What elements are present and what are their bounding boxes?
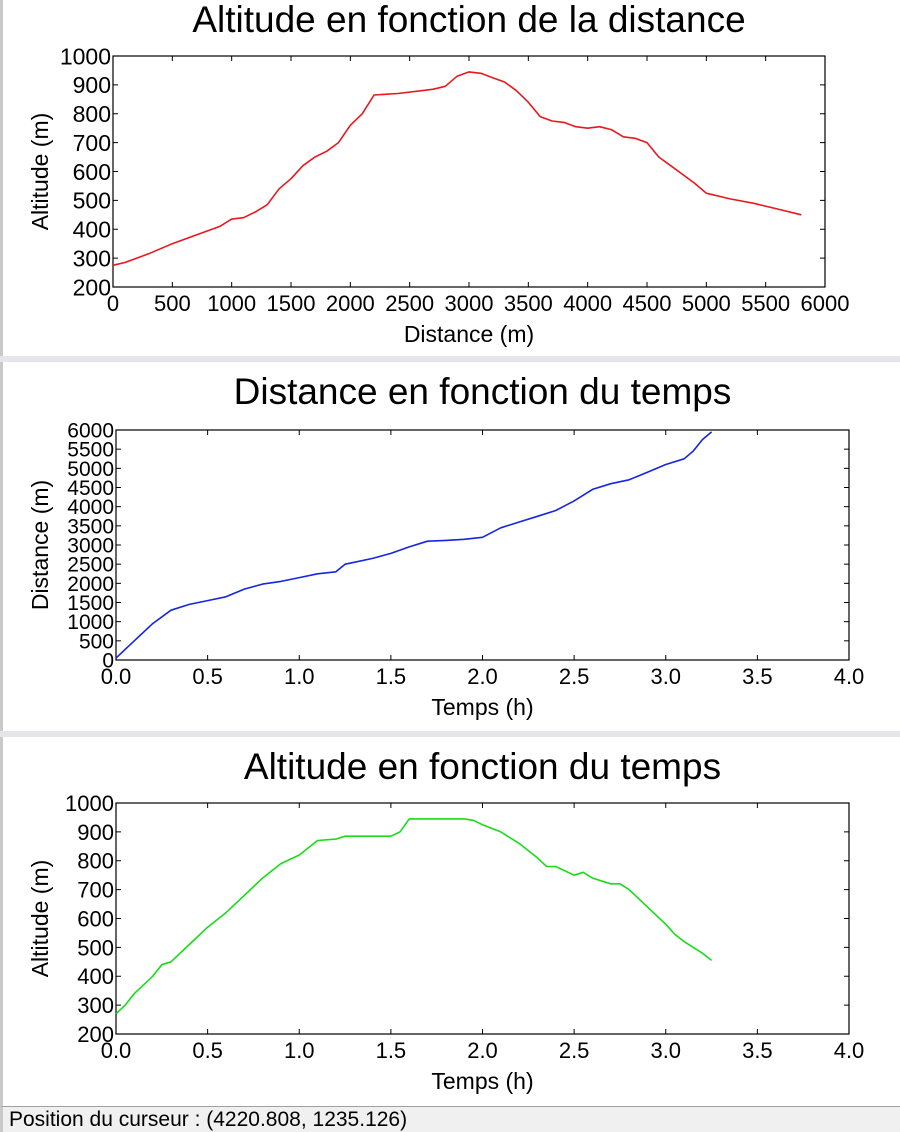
y-tick-label: 4500 (67, 477, 114, 500)
x-tick-label: 2500 (385, 291, 434, 316)
x-tick-label: 3.0 (650, 1038, 681, 1063)
altitude-time-chart: Altitude en fonction du temps 0.0 0.5 1.0 1.… (27, 746, 865, 1094)
x-tick-label: 2.5 (559, 664, 590, 689)
x-tick-label: 4500 (623, 291, 672, 316)
y-tick-label: 6000 (67, 420, 114, 443)
y-tick-label: 5500 (67, 439, 114, 462)
distance-time-panel: Distance en fonction du temps 0.0 0.5 1.0 1.… (0, 362, 900, 731)
y-tick-label: 900 (77, 820, 114, 845)
plot-frame (112, 55, 826, 288)
y-tick-label: 1000 (67, 611, 114, 634)
series-line (115, 431, 713, 659)
y-tick-label: 600 (73, 159, 111, 185)
y-tick-label: 2000 (67, 573, 114, 596)
x-tick-label: 5500 (741, 291, 790, 316)
y-tick-label: 500 (77, 935, 114, 960)
distance-time-chart: Distance en fonction du temps 0.0 0.5 1.0 1.… (27, 371, 865, 720)
y-tick-label: 400 (73, 217, 111, 243)
x-axis-label: Distance (m) (404, 321, 534, 347)
x-tick-label: 2.0 (467, 664, 498, 689)
x-tick-label: 0.0 (101, 1038, 132, 1063)
altitude-distance-chart: Altitude en fonction de la distance 0 500 1… (27, 0, 850, 347)
y-tick-label: 4000 (67, 496, 114, 519)
y-tick-label: 200 (77, 1022, 114, 1047)
status-bar: Position du curseur : (4220.808, 1235.12… (0, 1106, 900, 1132)
x-axis-label: Temps (h) (431, 1068, 533, 1094)
y-tick-label: 700 (77, 878, 114, 903)
y-tick-label: 1000 (60, 43, 111, 69)
cursor-position-text: Position du curseur : (4220.808, 1235.12… (9, 1108, 408, 1131)
y-tick-label: 2500 (67, 554, 114, 577)
x-axis-label: Temps (h) (431, 694, 533, 720)
x-tick-label: 0.0 (101, 664, 132, 689)
plot-frame (115, 802, 850, 1035)
x-tick-label: 500 (154, 291, 191, 316)
series-line (112, 71, 802, 267)
y-tick-label: 700 (73, 130, 111, 156)
y-tick-label: 800 (77, 849, 114, 874)
y-axis-label: Distance (m) (27, 480, 53, 610)
altitude-distance-panel: Altitude en fonction de la distance 0 500 1… (0, 0, 900, 356)
y-tick-label: 1500 (67, 592, 114, 615)
y-axis-label: Altitude (m) (27, 113, 53, 231)
y-tick-label: 500 (79, 630, 114, 653)
x-tick-label: 2.0 (467, 1038, 498, 1063)
x-tick-label: 3.0 (650, 664, 681, 689)
y-tick-label: 400 (77, 964, 114, 989)
x-tick-label: 1.5 (376, 1038, 407, 1063)
x-tick-label: 1500 (267, 291, 316, 316)
x-tick-label: 0.5 (192, 664, 223, 689)
chart-title: Distance en fonction du temps (234, 371, 732, 412)
y-tick-label: 200 (73, 274, 111, 300)
x-tick-label: 3.5 (742, 664, 773, 689)
y-axis-label: Altitude (m) (27, 860, 53, 978)
x-tick-label: 0 (107, 291, 119, 316)
y-tick-label: 0 (102, 650, 114, 673)
altitude-time-panel: Altitude en fonction du temps 0.0 0.5 1.0 1.… (0, 737, 900, 1106)
y-tick-label: 3500 (67, 515, 114, 538)
y-tick-label: 300 (77, 993, 114, 1018)
y-tick-label: 800 (73, 101, 111, 127)
x-tick-label: 4.0 (834, 664, 865, 689)
x-tick-label: 1.5 (376, 664, 407, 689)
x-tick-label: 3.5 (742, 1038, 773, 1063)
x-tick-label: 3500 (504, 291, 553, 316)
chart-title: Altitude en fonction de la distance (192, 0, 745, 40)
y-tick-label: 300 (73, 245, 111, 271)
x-tick-label: 5000 (682, 291, 731, 316)
y-tick-label: 900 (73, 72, 111, 98)
x-tick-label: 1.0 (284, 664, 315, 689)
series-line (115, 818, 713, 1015)
y-tick-label: 5000 (67, 458, 114, 481)
y-tick-label: 600 (77, 906, 114, 931)
panel-separator[interactable] (0, 356, 900, 362)
plot-frame (115, 429, 850, 661)
x-tick-label: 1.0 (284, 1038, 315, 1063)
x-tick-label: 4000 (563, 291, 612, 316)
x-tick-label: 0.5 (192, 1038, 223, 1063)
y-tick-label: 1000 (65, 791, 114, 816)
chart-title: Altitude en fonction du temps (244, 746, 721, 787)
panel-separator[interactable] (0, 731, 900, 737)
x-tick-label: 4.0 (834, 1038, 865, 1063)
x-tick-label: 3000 (445, 291, 494, 316)
x-tick-label: 6000 (801, 291, 850, 316)
x-tick-label: 2.5 (559, 1038, 590, 1063)
y-tick-label: 500 (73, 188, 111, 214)
x-tick-label: 2000 (326, 291, 375, 316)
x-tick-label: 1000 (207, 291, 256, 316)
y-tick-label: 3000 (67, 535, 114, 558)
